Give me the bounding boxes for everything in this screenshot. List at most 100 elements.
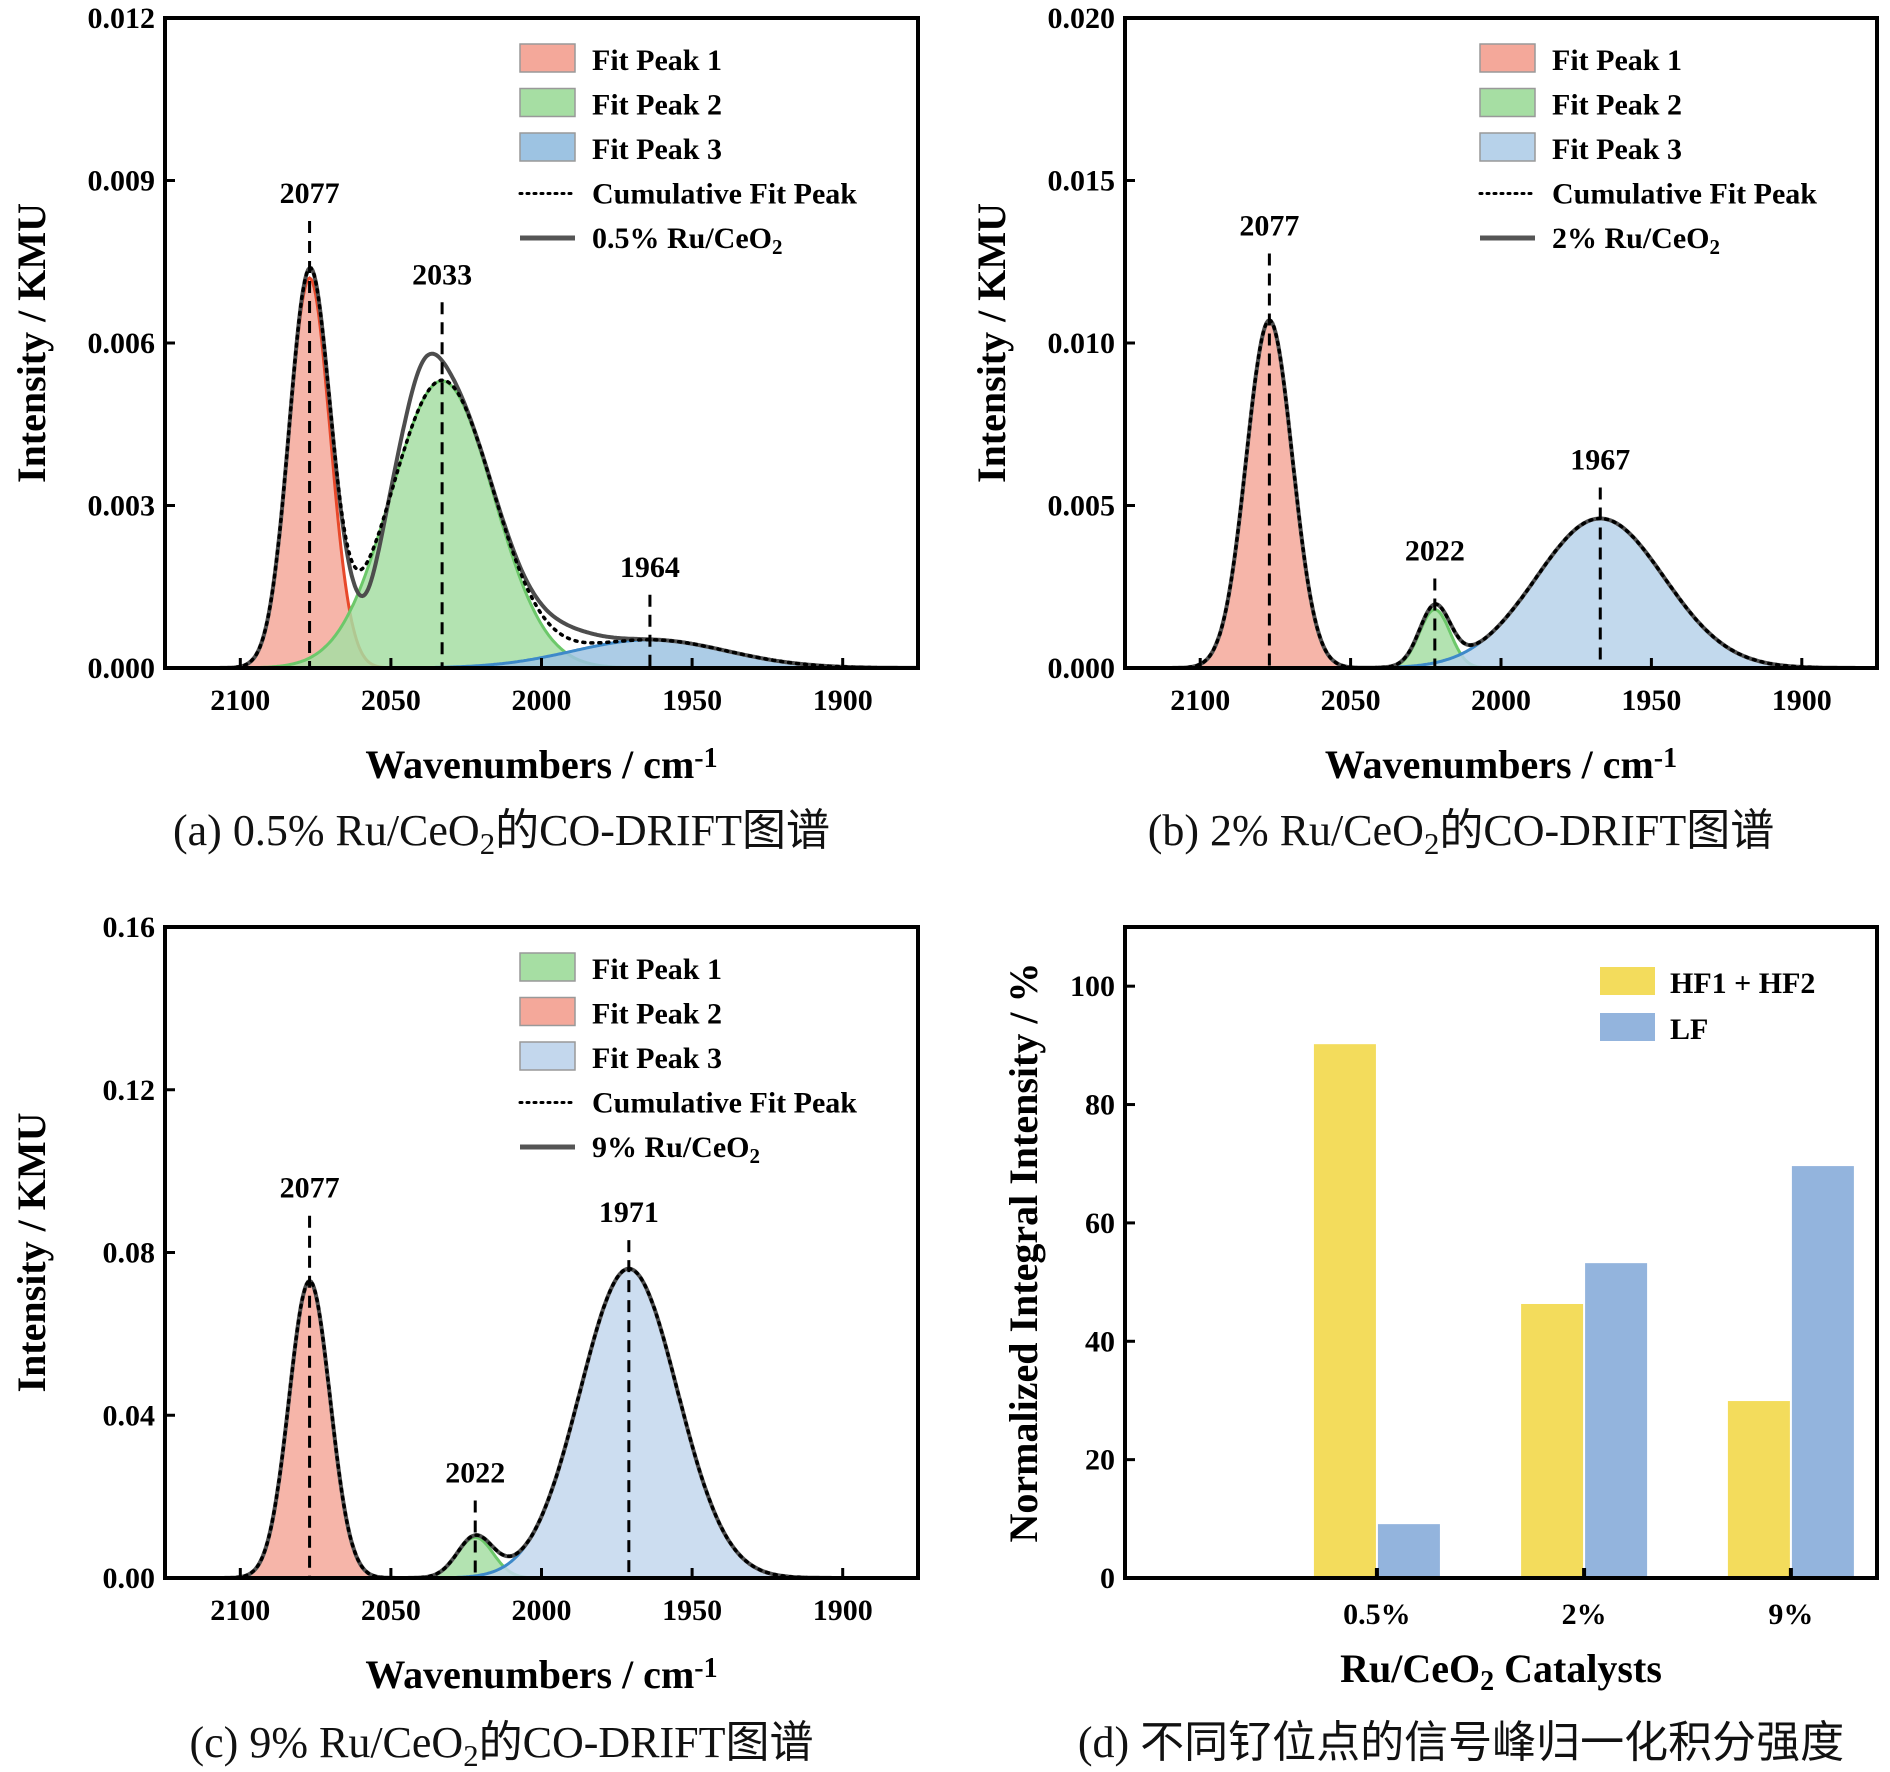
y-tick-label: 0.012 [88, 2, 156, 35]
x-tick-label: 2% [1562, 1598, 1607, 1631]
x-tick-label: 2000 [512, 1594, 572, 1627]
bar-lf [1377, 1524, 1440, 1578]
plot-area [165, 1266, 918, 1578]
y-tick-label: 0.010 [1048, 327, 1116, 360]
panel-caption: (b) 2% Ru/CeO2的CO-DRIFT图谱 [1148, 806, 1775, 861]
legend-label: 0.5% Ru/CeO2 [592, 222, 783, 259]
plot-frame [163, 925, 920, 1580]
y-tick-label: 0.006 [88, 327, 156, 360]
y-tick-label: 0 [1100, 1562, 1115, 1595]
x-tick-label: 2100 [1170, 684, 1230, 717]
peak-annotation-label: 1967 [1570, 444, 1630, 477]
peak-annotation-label: 2077 [1239, 210, 1299, 243]
x-tick-label: 1900 [813, 1594, 873, 1627]
x-axis-title: Wavenumbers / cm-1 [365, 1652, 717, 1697]
y-tick-label: 0.009 [88, 165, 156, 198]
x-tick-label: 2050 [361, 684, 421, 717]
legend-label: Cumulative Fit Peak [592, 178, 857, 211]
legend-swatch-1 [519, 952, 576, 982]
legend-swatch-2 [1479, 87, 1536, 118]
panel-c: 2077 2022 1971 2100 2050 2000 1950 1900 Fit Peak… [9, 911, 920, 1772]
peak-annotation-label: 2022 [445, 1457, 505, 1490]
legend-swatch-1 [1479, 43, 1536, 73]
bar-lf [1585, 1263, 1648, 1578]
peak-annotation-label: 2022 [1405, 535, 1465, 568]
plot-frame [163, 16, 920, 670]
x-tick-label: 2000 [1471, 684, 1531, 717]
experimental-spectrum-line [165, 265, 918, 668]
x-tick-label: 2100 [210, 1594, 270, 1627]
x-tick-label: 2050 [361, 1594, 421, 1627]
peak-annotation-label: 2033 [412, 258, 472, 291]
legend-label: HF1 + HF2 [1670, 967, 1815, 1000]
y-tick-label: 40 [1085, 1325, 1115, 1358]
x-tick-label: 1900 [813, 684, 873, 717]
peak-annotation-label: 1964 [620, 551, 680, 584]
panel-a: 2077 2033 1964 2100 2050 2000 1950 1900 Fit Peak… [9, 2, 920, 861]
fit-peak-area-1 [1125, 320, 1877, 668]
y-tick-label: 100 [1070, 970, 1115, 1003]
x-tick-label: 2100 [210, 684, 270, 717]
y-tick-label: 20 [1085, 1444, 1115, 1477]
y-tick-label: 0.020 [1048, 2, 1116, 35]
x-axis-title: Wavenumbers / cm-1 [365, 742, 717, 787]
y-tick-label: 0.00 [103, 1562, 156, 1595]
x-tick-label: 1900 [1772, 684, 1832, 717]
legend-swatch-2 [519, 996, 576, 1027]
y-tick-label: 0.003 [88, 490, 156, 523]
panel-d: 0.5% 2% 9% HF1 + HF2 LF 0 20 40 60 80 100 Ru/CeO2 C… [1001, 925, 1879, 1767]
legend-swatch-3 [1479, 132, 1536, 162]
legend-label: Fit Peak 1 [592, 953, 722, 986]
x-tick-label: 0.5% [1343, 1598, 1411, 1631]
legend-label: Fit Peak 3 [592, 133, 722, 166]
bar-hf1-hf2 [1521, 1303, 1584, 1578]
legend-swatch-3 [519, 132, 576, 162]
panel-b: 2077 2022 1967 2100 2050 2000 1950 1900 Fit Peak… [969, 2, 1879, 861]
legend-label: Cumulative Fit Peak [592, 1087, 857, 1120]
y-tick-label: 80 [1085, 1089, 1115, 1122]
bar-hf1-hf2 [1313, 1044, 1376, 1578]
y-axis-title: Intensity / KMU [9, 1113, 54, 1393]
y-tick-label: 0.000 [88, 652, 156, 685]
legend-swatch-2 [519, 87, 576, 118]
x-axis-title: Ru/CeO2 Catalysts [1340, 1646, 1662, 1697]
legend-label: Fit Peak 2 [592, 998, 722, 1031]
plot-area [165, 265, 918, 668]
fit-peak-area-1 [165, 278, 918, 668]
x-tick-label: 9% [1768, 1598, 1813, 1631]
legend-label: 9% Ru/CeO2 [592, 1131, 760, 1168]
x-tick-label: 1950 [662, 684, 722, 717]
x-tick-label: 2000 [512, 684, 572, 717]
panel-caption: (c) 9% Ru/CeO2的CO-DRIFT图谱 [189, 1718, 813, 1772]
y-axis-title: Intensity / KMU [969, 203, 1014, 483]
legend-swatch-1 [1600, 967, 1655, 995]
bar-lf [1791, 1166, 1854, 1578]
panel-caption: (a) 0.5% Ru/CeO2的CO-DRIFT图谱 [173, 806, 830, 861]
legend-swatch-2 [1600, 1013, 1655, 1041]
legend-label: Fit Peak 2 [592, 89, 722, 122]
y-tick-label: 0.08 [103, 1237, 156, 1270]
legend-label: 2% Ru/CeO2 [1552, 222, 1720, 259]
legend-label: LF [1670, 1013, 1708, 1046]
fit-peak-area-3 [165, 639, 918, 668]
y-tick-label: 0.04 [103, 1399, 156, 1432]
plot-area [1125, 317, 1877, 668]
y-axis-title: Normalized Integral Intensity / % [1001, 963, 1046, 1543]
legend-label: Fit Peak 1 [592, 44, 722, 77]
legend-label: Fit Peak 1 [1552, 44, 1682, 77]
panel-caption: (d) 不同钌位点的信号峰归一化积分强度 [1078, 1718, 1844, 1767]
y-tick-label: 0.16 [103, 911, 156, 944]
x-tick-label: 2050 [1321, 684, 1381, 717]
legend-label: Fit Peak 3 [1552, 133, 1682, 166]
legend-swatch-3 [519, 1041, 576, 1071]
y-tick-label: 0.005 [1048, 490, 1116, 523]
x-tick-label: 1950 [662, 1594, 722, 1627]
plot-frame [1123, 925, 1879, 1580]
fit-peak-area-1 [165, 1281, 918, 1578]
x-tick-label: 1950 [1621, 684, 1681, 717]
y-tick-label: 60 [1085, 1207, 1115, 1240]
peak-annotation-label: 2077 [280, 177, 340, 210]
x-axis-title: Wavenumbers / cm-1 [1325, 742, 1677, 787]
legend-label: Cumulative Fit Peak [1552, 178, 1817, 211]
